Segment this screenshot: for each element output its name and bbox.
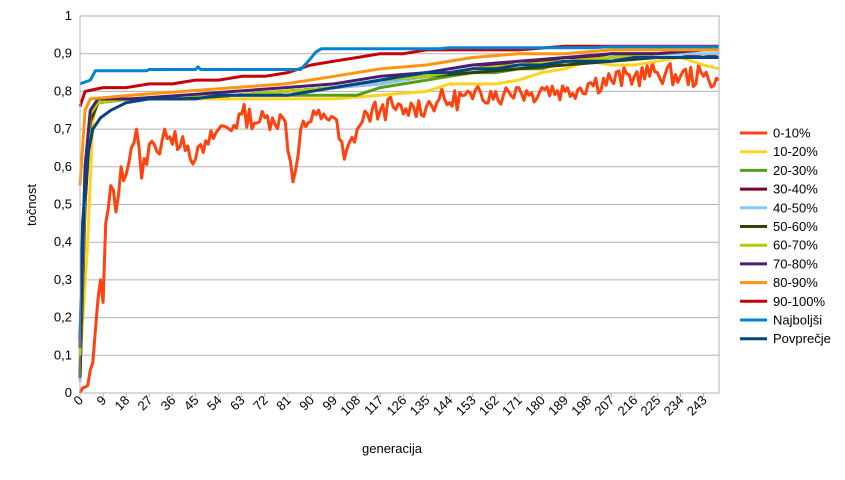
x-tick-label: 27 [135,393,156,414]
x-tick-label: 63 [227,393,248,414]
x-tick-label: 153 [453,393,479,419]
x-tick-label: 234 [661,393,687,419]
legend-label: 90-100% [773,294,825,309]
legend-label: 10-20% [773,144,818,159]
y-tick-label: 0,1 [54,347,72,362]
x-tick-label: 117 [361,393,386,418]
x-axis-ticks: 0 9 18 27 36 45 54 63 72 81 90 99108117126135144153… [70,393,709,419]
series-line [78,61,720,394]
x-tick-label: 108 [337,393,363,419]
legend-label: 30-40% [773,182,818,197]
legend-label: 70-80% [773,256,818,271]
x-tick-label: 171 [499,393,525,419]
y-tick-label: 0,2 [54,310,72,325]
y-tick-label: 0,9 [54,46,72,61]
y-tick-label: 0,5 [54,197,72,212]
y-tick-label: 0,7 [54,121,72,136]
x-tick-label: 90 [296,393,317,414]
x-tick-label: 198 [568,393,594,419]
y-tick-label: 0 [65,385,72,400]
x-tick-label: 216 [614,393,640,419]
legend-label: 0-10% [773,126,811,141]
legend: 0-10% 10-20% 20-30% 30-40% 40-50% 50-60% 60-70… [740,126,831,346]
y-tick-label: 1 [65,8,72,23]
x-axis-title: generacija [362,441,423,456]
plot-frame [79,15,720,394]
x-tick-label: 162 [476,393,502,419]
legend-label: 60-70% [773,238,818,253]
legend-label: 50-60% [773,219,818,234]
x-tick-label: 99 [319,393,340,414]
y-tick-label: 0,8 [54,83,72,98]
x-tick-label: 54 [204,393,225,414]
y-axis-ticks: 0 0,1 0,2 0,3 0,4 0,5 0,6 0,7 0,8 0,9 1 [54,8,72,400]
series-line [78,48,719,348]
legend-label: Najboljši [773,313,822,328]
x-tick-label: 81 [273,393,294,414]
y-tick-label: 0,3 [54,272,72,287]
legend-label: Povprečje [773,331,831,346]
legend-label: 20-30% [773,163,818,178]
series-line [79,45,719,86]
x-tick-label: 243 [684,393,710,419]
x-tick-label: 180 [522,393,548,419]
series-line [78,56,719,341]
x-tick-label: 144 [430,393,456,419]
series-line [78,44,719,107]
x-tick-label: 225 [638,393,664,419]
x-tick-label: 36 [158,393,179,414]
y-tick-label: 0,6 [54,159,72,174]
legend-label: 40-50% [773,200,818,215]
series-line [78,52,720,375]
x-tick-label: 189 [545,393,571,419]
x-tick-label: 45 [181,393,202,414]
y-axis-title: točnost [24,184,39,226]
series-line [78,48,719,186]
x-tick-label: 126 [384,393,410,419]
x-tick-label: 9 [93,393,109,409]
x-tick-label: 18 [111,393,132,414]
x-tick-label: 207 [591,393,617,419]
series-lines [78,44,720,394]
legend-label: 80-90% [773,275,818,290]
y-tick-label: 0,4 [54,234,72,249]
x-tick-label: 0 [70,393,86,409]
x-tick-label: 72 [250,393,271,414]
x-tick-label: 135 [407,393,433,419]
